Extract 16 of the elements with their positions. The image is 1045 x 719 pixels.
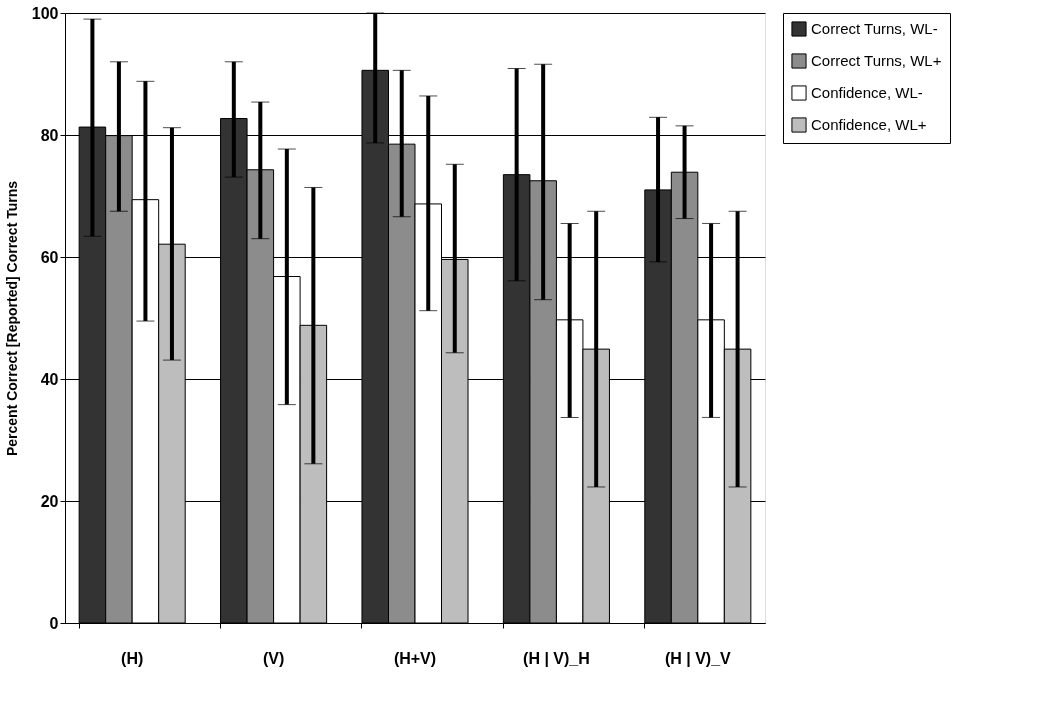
y-tick-label: 20 bbox=[40, 492, 59, 510]
y-tick-label: 0 bbox=[49, 614, 59, 632]
x-tick-label: (H | V)_H bbox=[523, 649, 590, 667]
x-tick-label: (V) bbox=[262, 649, 285, 667]
x-tick-label: (H) bbox=[121, 649, 144, 667]
y-axis-title: Percent Correct [Reported] Correct Turns bbox=[3, 180, 20, 457]
y-tick-label: 60 bbox=[40, 248, 59, 266]
legend-label: Correct Turns, WL+ bbox=[811, 52, 942, 69]
y-tick-label: 80 bbox=[40, 126, 59, 144]
legend-label: Confidence, WL- bbox=[811, 84, 923, 101]
x-tick-label: (H | V)_V bbox=[664, 649, 732, 667]
y-tick-label: 40 bbox=[40, 370, 59, 388]
x-tick-label: (H+V) bbox=[393, 649, 437, 667]
legend-label: Confidence, WL+ bbox=[811, 116, 927, 133]
y-tick-label: 100 bbox=[31, 4, 59, 22]
legend-label: Correct Turns, WL- bbox=[811, 20, 938, 37]
